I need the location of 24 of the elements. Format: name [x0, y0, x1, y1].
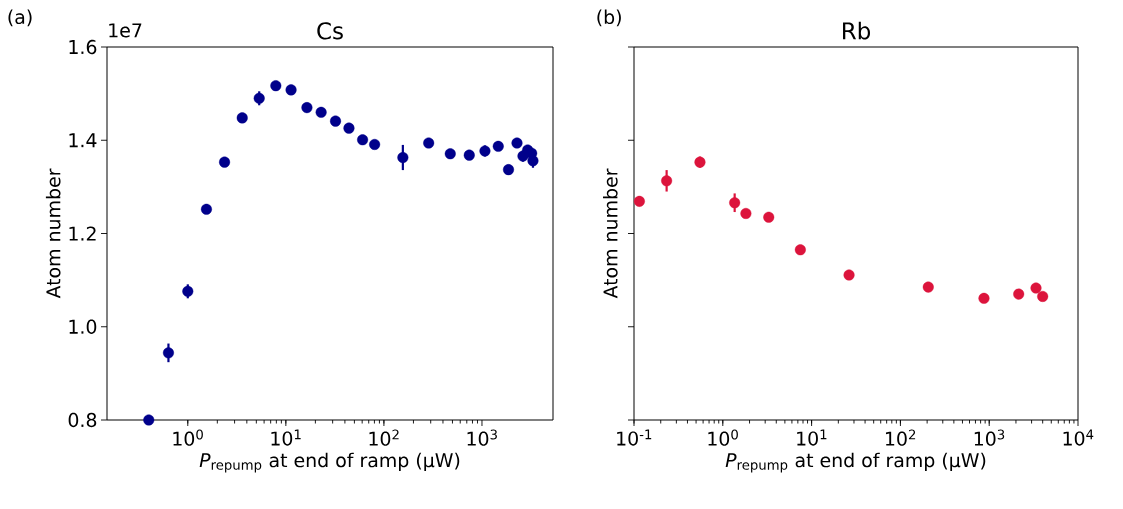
x-axis-title: P$_{repump}$ at end of ramp (μW) — [199, 452, 460, 473]
chart-title: Cs — [317, 22, 343, 40]
y-tick-label: 0.8 — [68, 412, 97, 428]
y-axis-title: Atom number — [45, 168, 61, 299]
x-tick-label: 10$^{-1}$ — [617, 429, 652, 446]
x-tick-label: 10$^{4}$ — [1063, 429, 1094, 446]
x-tick-label: 10$^{0}$ — [173, 429, 203, 446]
y-tick-label: 1.4 — [69, 133, 97, 148]
y-tick-label: 1.2 — [69, 226, 96, 241]
text: (b) — [597, 9, 621, 27]
chart-title: Rb — [843, 21, 870, 40]
x-axis-title: P$_{repump}$ at end of ramp (μW) — [725, 452, 986, 473]
x-tick-label: 10$^{1}$ — [271, 429, 301, 446]
x-tick-label: 10$^{2}$ — [885, 429, 916, 446]
x-tick-label: 10$^{1}$ — [797, 429, 827, 446]
text: 1e7 — [109, 23, 142, 38]
text: (a) — [8, 9, 32, 27]
x-tick-label: 10$^{0}$ — [708, 429, 738, 446]
x-tick-label: 10$^{2}$ — [369, 429, 399, 446]
x-tick-label: 10$^{3}$ — [467, 429, 497, 446]
x-tick-label: 10$^{3}$ — [974, 429, 1005, 446]
y-tick-label: 1.6 — [69, 39, 97, 55]
y-axis-title: Atom number — [603, 168, 618, 299]
y-tick-label: 1.0 — [69, 319, 97, 334]
